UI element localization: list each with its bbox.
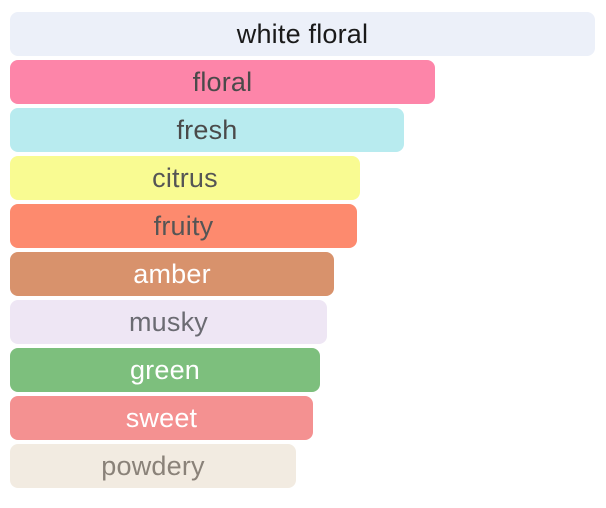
bar-row: fruity: [0, 202, 606, 250]
bar-segment[interactable]: floral: [10, 60, 435, 104]
bar-row: powdery: [0, 442, 606, 490]
bar-segment[interactable]: sweet: [10, 396, 313, 440]
bar-row: sweet: [0, 394, 606, 442]
bar-row: white floral: [0, 10, 606, 58]
bar-category-label: musky: [128, 306, 208, 337]
bar-row: citrus: [0, 154, 606, 202]
bar-row: fresh: [0, 106, 606, 154]
bar-category-label: amber: [133, 258, 211, 289]
bar-label-wrap: citrus: [10, 156, 360, 200]
bar-category-label: sweet: [125, 402, 198, 433]
bar-label-wrap: sweet: [10, 396, 313, 440]
bar-category-label: citrus: [152, 162, 218, 193]
bar-segment[interactable]: powdery: [10, 444, 296, 488]
bar-row: musky: [0, 298, 606, 346]
bar-row: amber: [0, 250, 606, 298]
bar-segment[interactable]: green: [10, 348, 320, 392]
bar-category-label: fruity: [153, 210, 214, 241]
bar-label-wrap: powdery: [10, 444, 296, 488]
bar-segment[interactable]: fresh: [10, 108, 404, 152]
bar-label-wrap: musky: [10, 300, 327, 344]
bar-segment[interactable]: musky: [10, 300, 327, 344]
bar-category-label: powdery: [101, 450, 205, 481]
bar-segment[interactable]: fruity: [10, 204, 357, 248]
bar-category-label: floral: [192, 66, 253, 97]
bar-row: floral: [0, 58, 606, 106]
bar-segment[interactable]: white floral: [10, 12, 595, 56]
bar-label-wrap: white floral: [10, 12, 595, 56]
bar-segment[interactable]: amber: [10, 252, 334, 296]
bar-label-wrap: green: [10, 348, 320, 392]
bar-label-wrap: amber: [10, 252, 334, 296]
bar-category-label: white floral: [236, 18, 369, 49]
bar-label-wrap: floral: [10, 60, 435, 104]
bar-segment[interactable]: citrus: [10, 156, 360, 200]
bar-row: green: [0, 346, 606, 394]
bar-label-wrap: fresh: [10, 108, 404, 152]
bar-category-label: fresh: [176, 114, 238, 145]
bar-category-label: green: [129, 354, 201, 385]
bar-label-wrap: fruity: [10, 204, 357, 248]
